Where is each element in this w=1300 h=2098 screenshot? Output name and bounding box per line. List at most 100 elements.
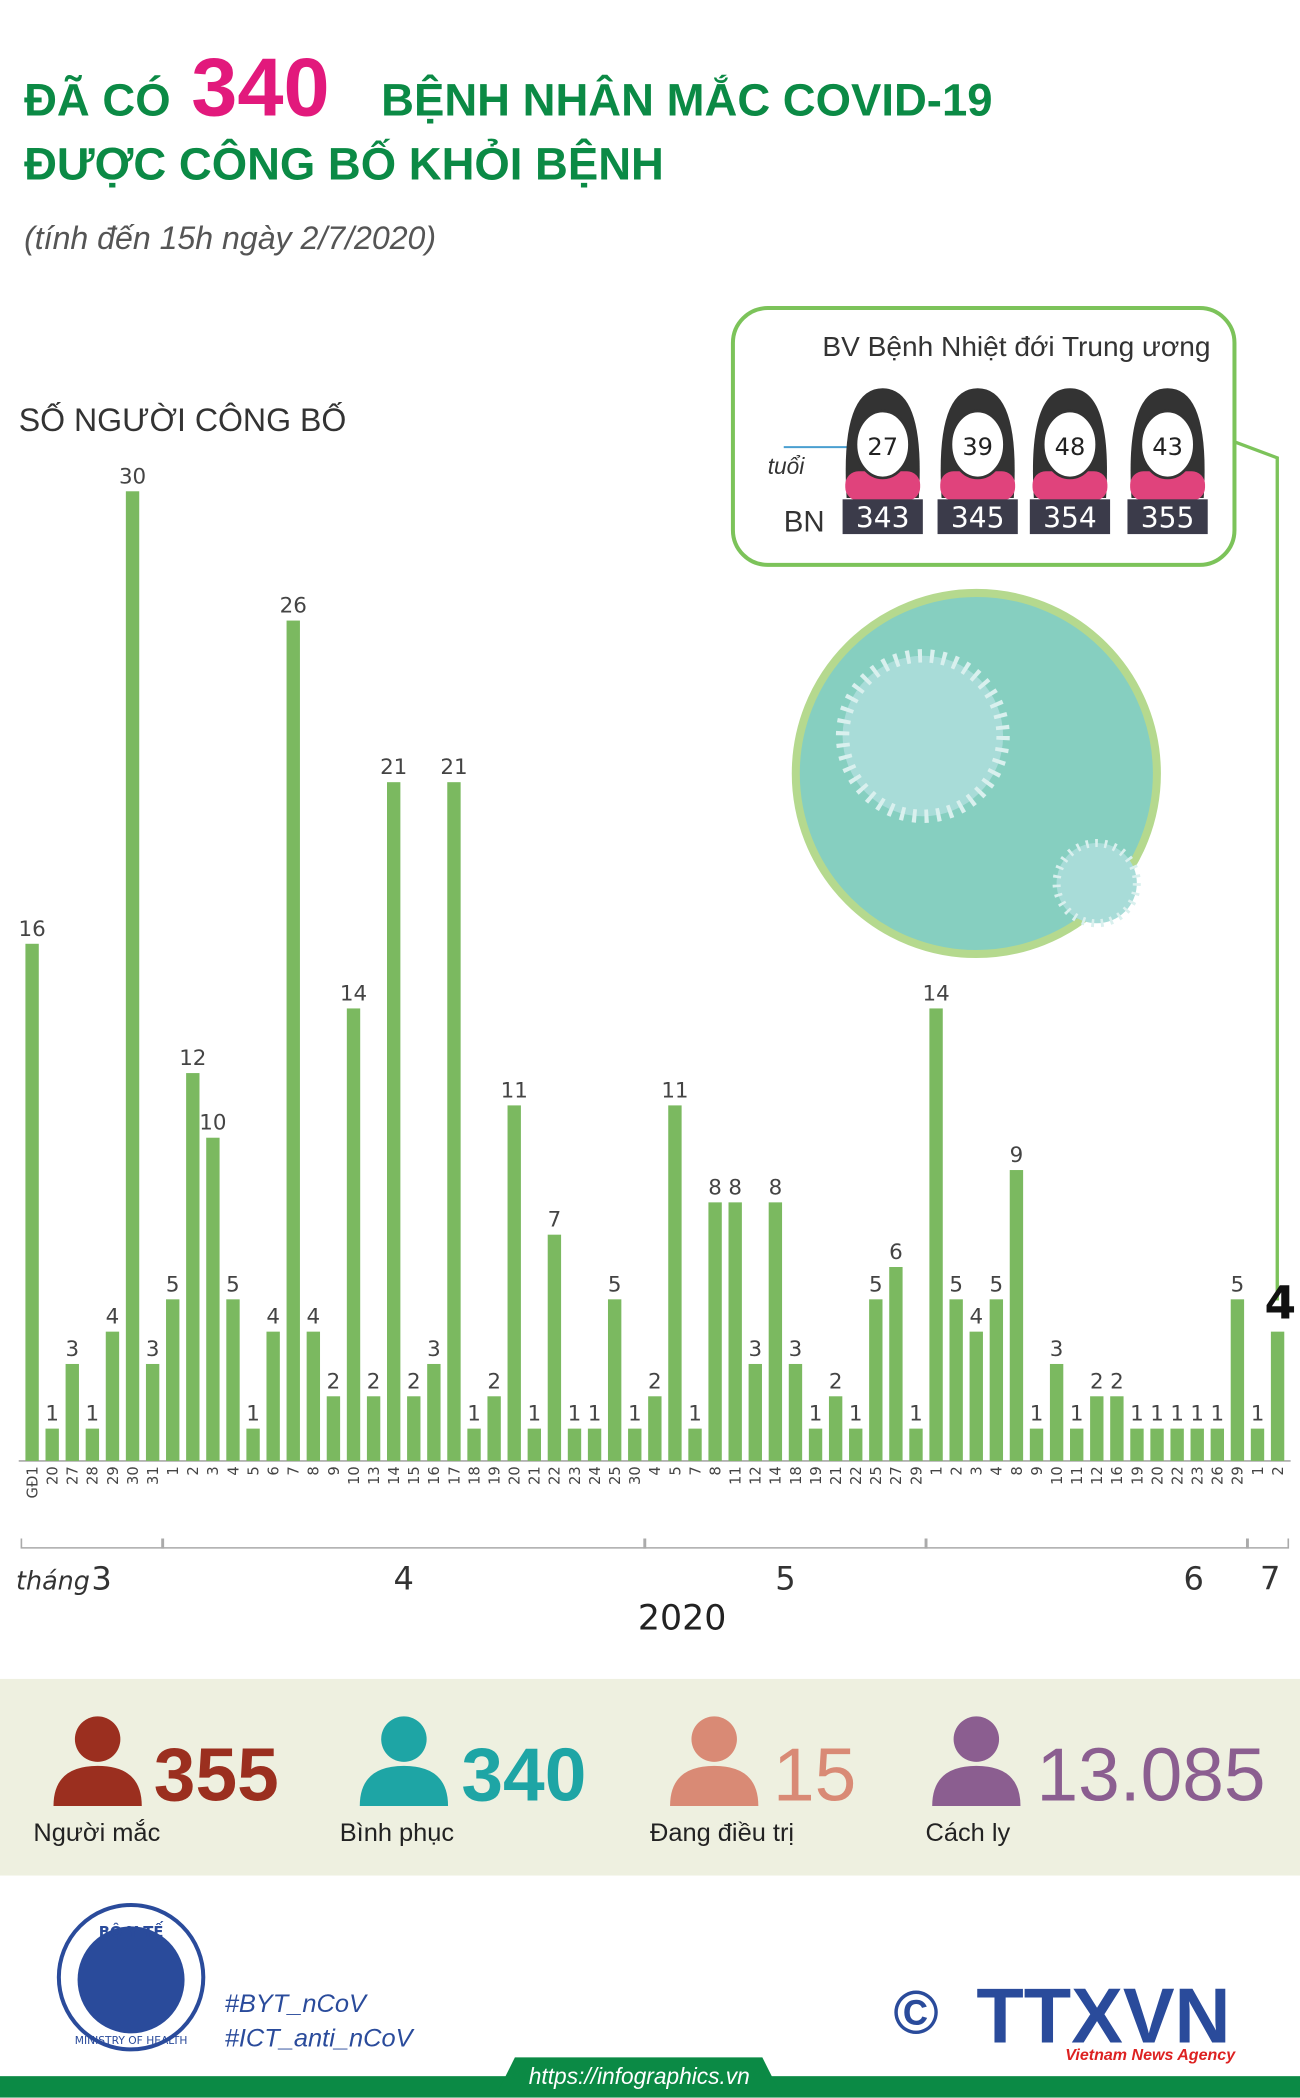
patient-id-box xyxy=(1029,499,1111,535)
value-label: 8 xyxy=(728,1175,742,1200)
x-tick-label: 17 xyxy=(446,1466,463,1485)
virus-particle xyxy=(835,649,1010,823)
patient-body xyxy=(940,471,1016,501)
patient-id-box xyxy=(937,499,1018,535)
x-tick-label: 28 xyxy=(85,1466,102,1485)
person-icon-head xyxy=(691,1716,737,1762)
person-icon-body xyxy=(359,1765,449,1806)
x-tick-label: 4 xyxy=(989,1466,1006,1475)
x-tick-label: 24 xyxy=(587,1466,604,1485)
value-label: 3 xyxy=(1050,1337,1064,1362)
x-tick-label: 20 xyxy=(1149,1466,1166,1485)
month-label: 4 xyxy=(394,1559,414,1597)
x-tick-label: 19 xyxy=(1129,1466,1146,1485)
hashtag: #BYT_nCoV xyxy=(225,1990,368,2018)
value-label: 5 xyxy=(226,1272,240,1297)
bar xyxy=(869,1299,883,1461)
bar xyxy=(969,1331,983,1461)
x-tick-label: 1 xyxy=(928,1466,945,1475)
value-label: 1 xyxy=(568,1402,582,1427)
x-tick-label: 14 xyxy=(386,1466,403,1485)
bar xyxy=(125,491,140,1461)
person-icon-head xyxy=(74,1716,121,1762)
bar xyxy=(427,1363,441,1461)
value-label: 30 xyxy=(119,464,146,489)
bar xyxy=(1009,1170,1024,1461)
month-label: 6 xyxy=(1184,1559,1204,1597)
bar xyxy=(768,1202,783,1461)
month-word: tháng xyxy=(16,1565,90,1595)
bar xyxy=(989,1299,1004,1461)
value-label: 1 xyxy=(688,1402,702,1427)
bar xyxy=(1230,1299,1245,1461)
patient-id-box xyxy=(1127,499,1208,535)
value-label: 5 xyxy=(608,1272,622,1297)
month-bracket xyxy=(643,1538,928,1549)
hospital-name: BV Bệnh Nhiệt đới Trung ương xyxy=(822,331,1210,362)
x-tick-label: 25 xyxy=(607,1466,624,1485)
value-label: 14 xyxy=(922,981,949,1006)
x-tick-label: 8 xyxy=(306,1466,323,1475)
x-tick-label: 2 xyxy=(1270,1466,1287,1475)
bar xyxy=(1029,1428,1044,1461)
patient-id: 354 xyxy=(1043,501,1097,534)
id-label: BN xyxy=(784,505,825,538)
patient-body xyxy=(845,471,921,501)
x-tick-label: 16 xyxy=(1109,1466,1126,1485)
stat-label: Người mắc xyxy=(33,1818,160,1847)
bar xyxy=(166,1299,180,1461)
bar xyxy=(1190,1428,1204,1461)
patient-face xyxy=(854,409,911,480)
x-tick-label: 5 xyxy=(245,1466,262,1475)
value-label: 1 xyxy=(628,1402,642,1427)
x-tick-label: 9 xyxy=(326,1466,343,1475)
ministry-bottom: MINISTRY OF HEALTH xyxy=(75,2034,188,2047)
x-tick-label: 7 xyxy=(687,1466,704,1475)
value-label: 1 xyxy=(588,1402,602,1427)
bar xyxy=(668,1105,682,1461)
value-label: 4 xyxy=(106,1305,120,1330)
value-label: 2 xyxy=(1090,1369,1104,1394)
bar xyxy=(567,1428,582,1461)
x-tick-label: 12 xyxy=(748,1466,765,1485)
x-tick-label: 12 xyxy=(1089,1466,1106,1485)
bar xyxy=(25,943,39,1461)
x-tick-label: 7 xyxy=(286,1466,303,1475)
title-line2: ĐƯỢC CÔNG BỐ KHỎI BỆNH xyxy=(24,138,664,190)
bar xyxy=(306,1331,321,1461)
x-tick-label: GĐ1 xyxy=(24,1466,41,1498)
bar xyxy=(828,1396,843,1461)
bar xyxy=(346,1008,361,1461)
patient-id: 343 xyxy=(856,501,910,534)
virus-particle xyxy=(1052,839,1141,928)
bar xyxy=(487,1396,501,1461)
value-label: 2 xyxy=(407,1369,421,1394)
x-tick-label: 3 xyxy=(205,1466,222,1475)
bar xyxy=(387,782,401,1461)
value-label: 1 xyxy=(1150,1402,1164,1427)
value-label: 1 xyxy=(1251,1402,1265,1427)
value-label: 14 xyxy=(340,981,367,1006)
patient-face xyxy=(949,409,1006,480)
patient-body xyxy=(1130,471,1206,501)
value-label: 5 xyxy=(869,1272,883,1297)
x-tick-label: 11 xyxy=(728,1466,745,1485)
value-label: 8 xyxy=(708,1175,722,1200)
bar xyxy=(85,1428,100,1461)
bar xyxy=(226,1299,240,1461)
ministry-top: BỘ Y TẾ xyxy=(99,1922,165,1941)
value-label: 6 xyxy=(889,1240,903,1265)
x-tick-label: 21 xyxy=(527,1466,544,1485)
month-bracket xyxy=(924,1538,1249,1549)
value-label: 1 xyxy=(45,1402,59,1427)
x-tick-label: 29 xyxy=(105,1466,122,1485)
value-label: 5 xyxy=(166,1272,180,1297)
value-label: 2 xyxy=(1110,1369,1124,1394)
x-tick-label: 23 xyxy=(567,1466,584,1485)
value-label: 26 xyxy=(280,594,307,619)
value-label: 1 xyxy=(809,1402,823,1427)
bar xyxy=(708,1202,722,1461)
bar xyxy=(849,1428,863,1461)
x-tick-label: 15 xyxy=(406,1466,423,1485)
